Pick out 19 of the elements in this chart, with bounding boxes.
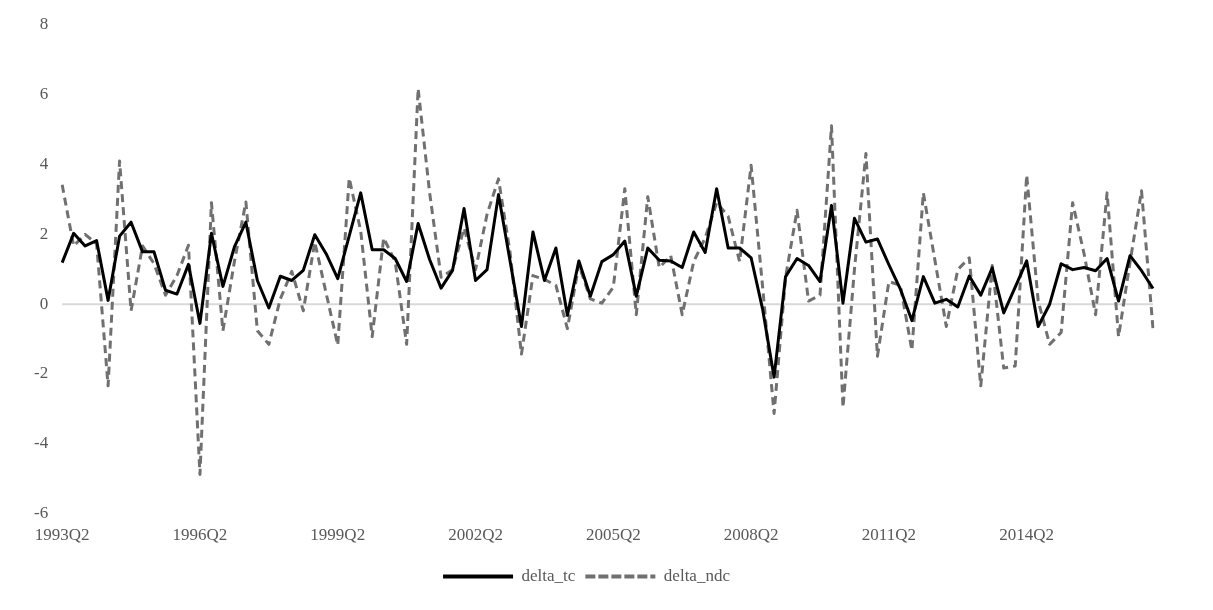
x-tick-label: 2011Q2 (861, 525, 916, 545)
y-tick-label: 2 (39, 223, 49, 243)
x-tick-label: 1993Q2 (34, 525, 90, 545)
y-tick-label: 6 (39, 84, 49, 104)
y-tick-label: -4 (33, 433, 49, 453)
legend-label: delta_tc (521, 565, 576, 585)
y-tick-label: -6 (33, 503, 49, 523)
y-tick-label: 0 (39, 293, 49, 313)
line-series (60, 87, 1155, 477)
legend-label: delta_ndc (663, 565, 731, 585)
y-tick-label: 8 (39, 14, 49, 34)
x-tick-label: 2005Q2 (585, 525, 641, 545)
y-tick-label: -2 (33, 363, 49, 383)
y-tick-label: 4 (39, 154, 49, 174)
x-tick-label: 2014Q2 (999, 525, 1055, 545)
x-tick-label: 1999Q2 (310, 525, 366, 545)
x-tick-label: 2008Q2 (723, 525, 779, 545)
x-tick-label: 2002Q2 (448, 525, 503, 545)
x-tick-label: 1996Q2 (172, 525, 228, 545)
